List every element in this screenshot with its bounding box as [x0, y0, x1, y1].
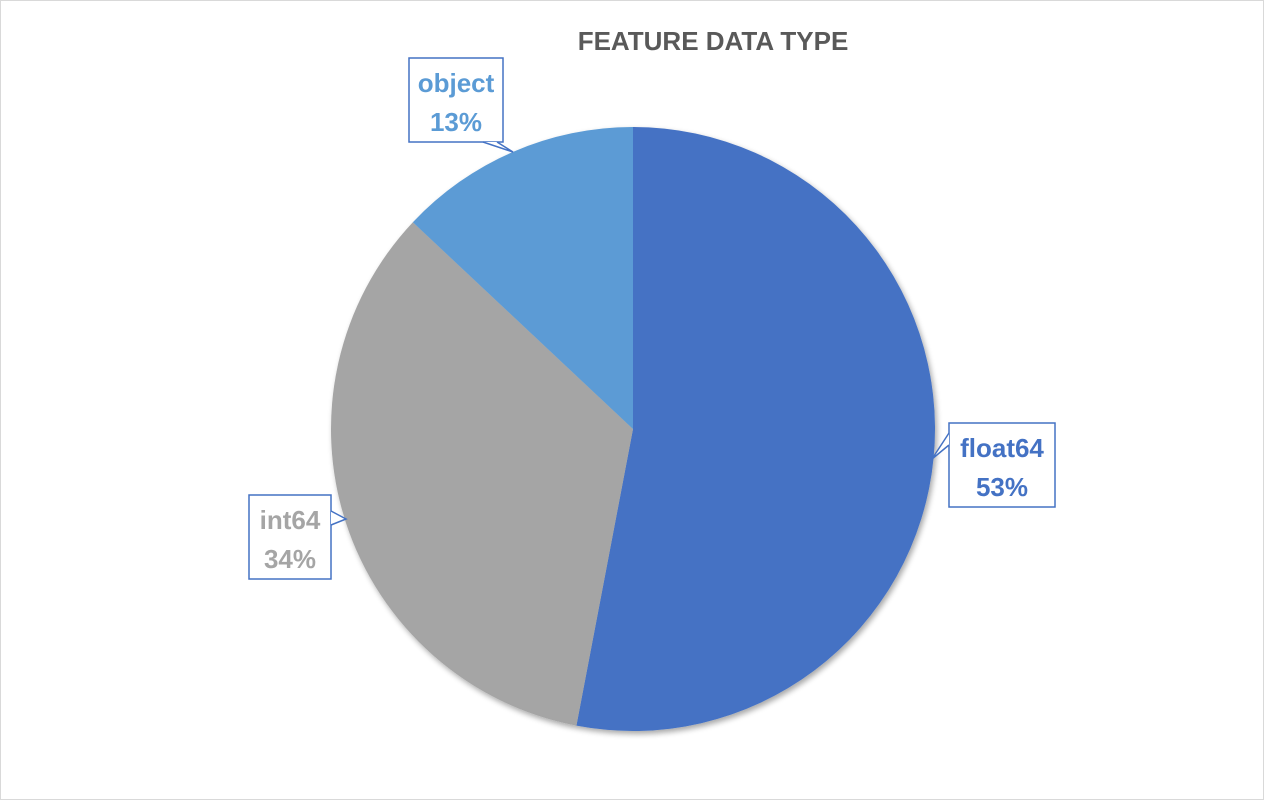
data-label-pointer — [931, 432, 950, 460]
data-label-box — [408, 57, 504, 143]
data-label-int64: int64 34% — [248, 494, 348, 580]
data-label-box — [948, 422, 1056, 508]
data-label-pointer — [330, 510, 348, 526]
pie-slice-int64 — [331, 222, 633, 726]
data-label-name: int64 — [260, 505, 321, 535]
data-label-percent: 13% — [430, 107, 482, 137]
pie-slice-object — [412, 127, 633, 429]
pie-slices — [331, 127, 935, 731]
data-label-object: object 13% — [408, 57, 514, 153]
data-label-name: float64 — [960, 433, 1044, 463]
data-label-box — [248, 494, 332, 580]
data-label-name: object — [418, 68, 495, 98]
pie-slice-float64 — [576, 127, 935, 731]
data-label-float64: float64 53% — [931, 422, 1056, 508]
chart-title: FEATURE DATA TYPE — [578, 26, 849, 56]
data-label-pointer — [482, 141, 514, 153]
data-labels: float64 53% int64 34% object 13% — [248, 57, 1056, 580]
data-label-percent: 34% — [264, 544, 316, 574]
data-label-percent: 53% — [976, 472, 1028, 502]
